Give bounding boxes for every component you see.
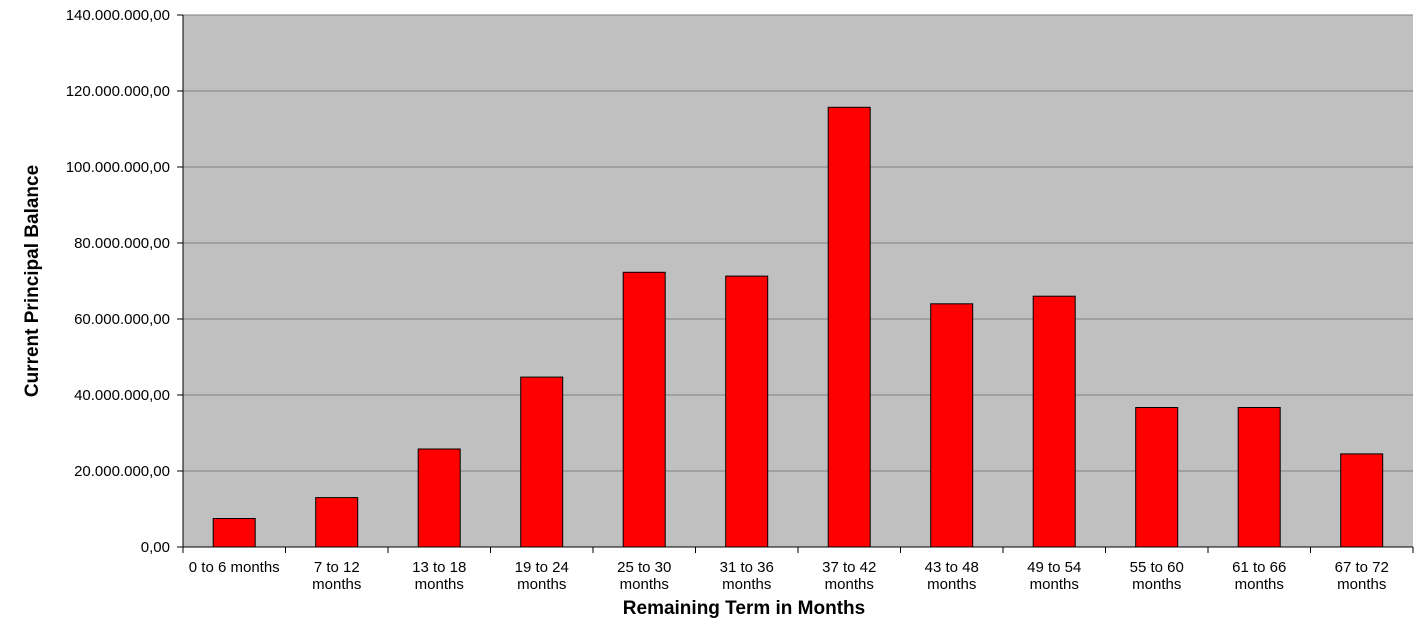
y-tick-label: 0,00 [141, 539, 170, 556]
bars [212, 106, 1384, 548]
x-tick-label-line: months [927, 576, 976, 593]
bar [417, 448, 461, 548]
x-tick-label-line: 37 to 42 [822, 559, 876, 576]
y-tick-labels: 0,00 20.000.000,00 40.000.000,00 60.000.000… [66, 7, 170, 556]
x-tick-label-line: 7 to 12 [314, 559, 360, 576]
x-tick-label: 25 to 30 months [617, 559, 671, 593]
y-tick-label: 40.000.000,00 [74, 387, 170, 404]
x-tick-label: 49 to 54 months [1027, 559, 1081, 593]
x-tick-label: 7 to 12 months [312, 559, 361, 593]
x-tick-label-line: months [722, 576, 771, 593]
x-tick-label-line: months [1132, 576, 1181, 593]
bar [1340, 453, 1384, 548]
x-tick-label: 43 to 48 months [925, 559, 979, 593]
x-tick-label-line: months [1235, 576, 1284, 593]
x-tick-label: 0 to 6 months [189, 559, 280, 576]
bar [1135, 407, 1179, 548]
bar [725, 275, 769, 548]
x-tick-label: 67 to 72 months [1335, 559, 1389, 593]
x-tick-label-line: months [517, 576, 566, 593]
bar [315, 497, 359, 548]
x-tick-label-line: 0 to 6 months [189, 559, 280, 576]
bar [212, 518, 256, 548]
bar [827, 106, 871, 548]
gridlines [183, 14, 1413, 472]
x-axis-title: Remaining Term in Months [623, 598, 865, 619]
x-tick-label-line: 67 to 72 [1335, 559, 1389, 576]
x-tick-label-line: 49 to 54 [1027, 559, 1081, 576]
plot-area [183, 15, 1413, 547]
x-tick-label-line: 43 to 48 [925, 559, 979, 576]
y-tick-label: 100.000.000,00 [66, 159, 170, 176]
x-tick-label: 61 to 66 months [1232, 559, 1286, 593]
x-tick-label-line: 25 to 30 [617, 559, 671, 576]
y-tick-label: 20.000.000,00 [74, 463, 170, 480]
y-tick-label: 120.000.000,00 [66, 83, 170, 100]
y-tick-label: 140.000.000,00 [66, 7, 170, 24]
x-tick-label-line: months [620, 576, 669, 593]
x-tick-label-line: months [312, 576, 361, 593]
x-tick-label-line: 19 to 24 [515, 559, 569, 576]
x-tick-label-line: months [825, 576, 874, 593]
bar [622, 271, 666, 548]
x-tick-label: 13 to 18 months [412, 559, 466, 593]
y-axis-title: Current Principal Balance [22, 165, 43, 397]
axes [177, 14, 1414, 553]
bar [1237, 407, 1281, 548]
x-tick-label-line: months [1337, 576, 1386, 593]
bar [1032, 295, 1076, 548]
x-tick-label: 55 to 60 months [1130, 559, 1184, 593]
y-tick-label: 80.000.000,00 [74, 235, 170, 252]
y-tick-label: 60.000.000,00 [74, 311, 170, 328]
x-tick-label-line: months [1030, 576, 1079, 593]
x-tick-label: 31 to 36 months [720, 559, 774, 593]
bar [930, 303, 974, 548]
x-tick-label-line: 31 to 36 [720, 559, 774, 576]
x-tick-label-line: 61 to 66 [1232, 559, 1286, 576]
x-tick-label-line: months [415, 576, 464, 593]
x-tick-label-line: 13 to 18 [412, 559, 466, 576]
x-tick-label-line: 55 to 60 [1130, 559, 1184, 576]
x-tick-label: 37 to 42 months [822, 559, 876, 593]
x-tick-label: 19 to 24 months [515, 559, 569, 593]
bar [520, 376, 564, 548]
